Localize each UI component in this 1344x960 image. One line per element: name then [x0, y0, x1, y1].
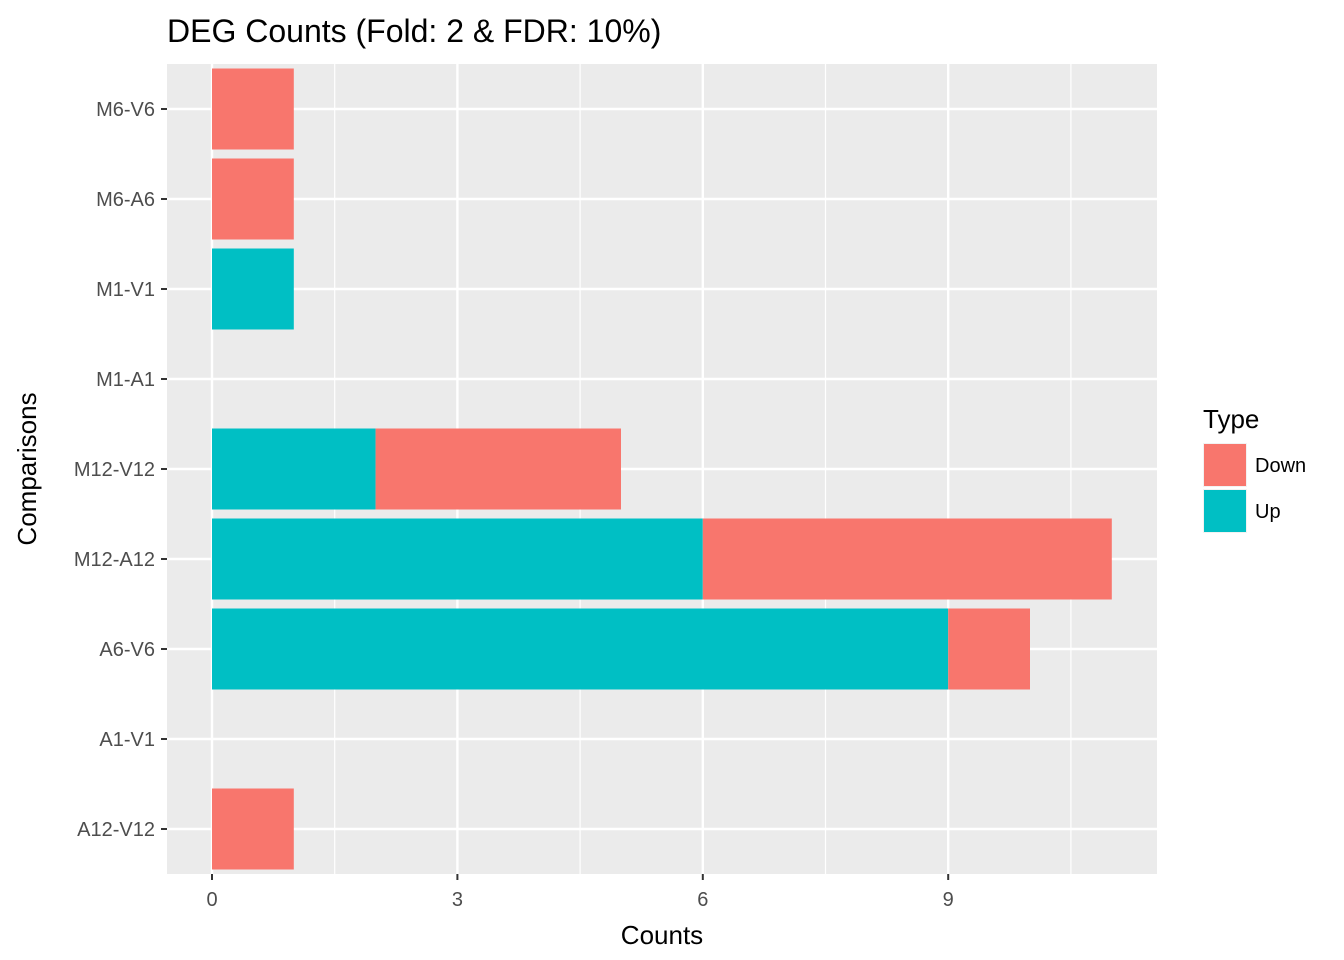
legend-title: Type: [1203, 404, 1259, 434]
y-tick-label: M6-V6: [96, 99, 155, 121]
legend: Type Down Up: [1203, 404, 1306, 533]
x-tick-label: 0: [206, 889, 217, 911]
bars: [212, 68, 1112, 870]
x-tick-label: 9: [943, 889, 954, 911]
bar-down-a6-v6: [948, 608, 1030, 690]
x-axis-title: Counts: [621, 920, 703, 950]
bar-down-a12-v12: [212, 788, 294, 870]
legend-label-up: Up: [1255, 501, 1281, 523]
bar-down-m12-v12: [375, 428, 621, 510]
bar-down-m12-a12: [702, 518, 1112, 600]
y-tick-label: A1-V1: [99, 729, 155, 751]
legend-swatch-down: [1204, 444, 1246, 486]
legend-label-down: Down: [1255, 455, 1306, 477]
legend-swatch-up: [1204, 490, 1246, 532]
y-tick-label: M1-A1: [96, 369, 155, 391]
bar-up-a6-v6: [212, 608, 949, 690]
bar-up-m12-a12: [212, 518, 703, 600]
y-tick-label: M12-A12: [74, 549, 155, 571]
y-tick-label: A6-V6: [99, 639, 155, 661]
bar-up-m12-v12: [212, 428, 376, 510]
bar-up-m1-v1: [212, 248, 294, 330]
y-tick-label: A12-V12: [77, 819, 155, 841]
bar-down-m6-v6: [212, 68, 294, 150]
y-tick-label: M6-A6: [96, 189, 155, 211]
chart-title: DEG Counts (Fold: 2 & FDR: 10%): [167, 13, 661, 49]
x-tick-label: 3: [452, 889, 463, 911]
bar-down-m6-a6: [212, 158, 294, 240]
y-axis-title: Comparisons: [12, 392, 42, 545]
y-tick-label: M1-V1: [96, 279, 155, 301]
y-tick-label: M12-V12: [74, 459, 155, 481]
x-axis: 0 3 6 9: [206, 874, 954, 911]
y-axis: A12-V12 A1-V1 A6-V6 M12-A12 M12-V12 M1-A1 M1-V…: [74, 99, 167, 841]
x-tick-label: 6: [697, 889, 708, 911]
